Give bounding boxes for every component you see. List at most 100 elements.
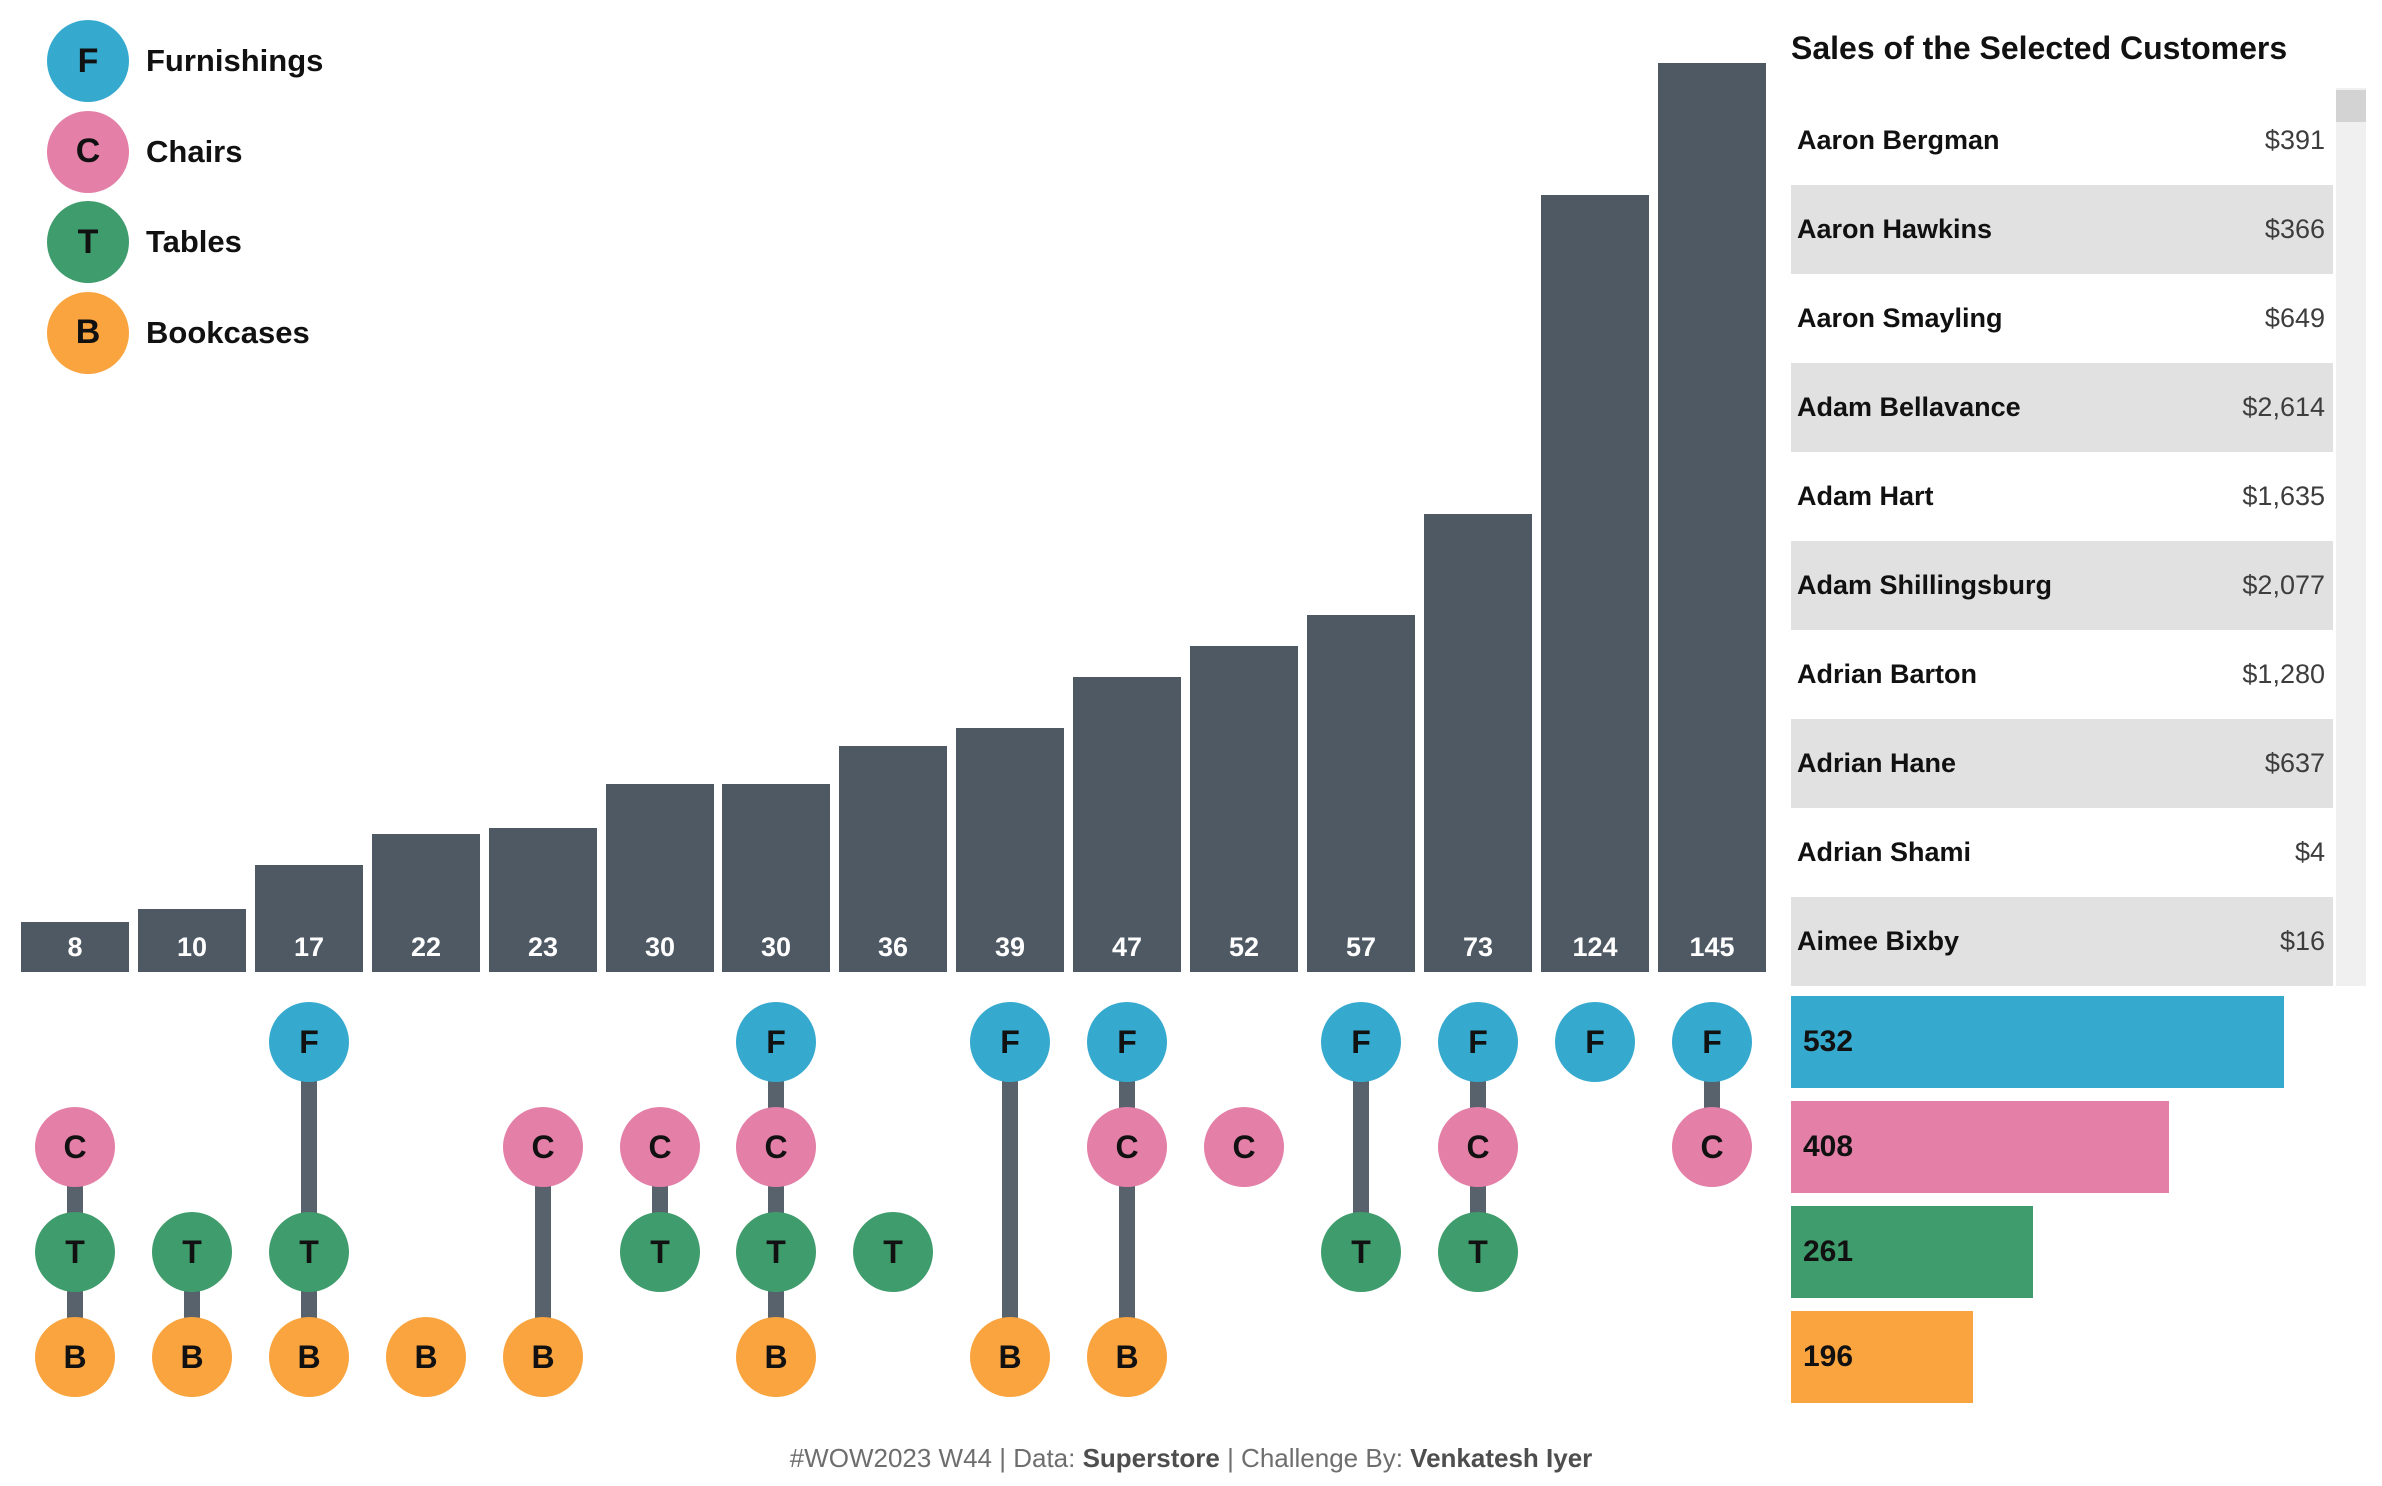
membership-dot-C[interactable]: C	[35, 1107, 115, 1187]
set-size-bar-T[interactable]: 261	[1791, 1206, 2033, 1298]
intersection-bar[interactable]: 23	[489, 828, 597, 972]
membership-dot-T[interactable]: T	[1438, 1212, 1518, 1292]
intersection-bar[interactable]: 124	[1541, 195, 1649, 972]
intersection-bar-value: 30	[644, 932, 676, 962]
set-size-bar-F[interactable]: 532	[1791, 996, 2284, 1088]
set-size-value: 408	[1803, 1130, 1854, 1163]
intersection-bar-value: 17	[293, 932, 325, 962]
customer-row[interactable]: Adrian Hane $637	[1791, 719, 2333, 808]
customer-name: Adam Shillingsburg	[1797, 570, 2053, 600]
intersection-bar[interactable]: 52	[1190, 646, 1298, 972]
membership-dot-F[interactable]: F	[736, 1002, 816, 1082]
intersection-bar-value: 22	[410, 932, 442, 962]
membership-dot-F[interactable]: F	[1087, 1002, 1167, 1082]
customer-sales-value: $1,280	[2242, 659, 2325, 689]
membership-dot-B[interactable]: B	[1087, 1317, 1167, 1397]
membership-dot-C[interactable]: C	[1438, 1107, 1518, 1187]
intersection-bar-value: 57	[1345, 932, 1377, 962]
intersection-bar[interactable]: 30	[722, 784, 830, 972]
customer-sales-value: $637	[2264, 748, 2325, 778]
intersection-bar-value: 73	[1462, 932, 1494, 962]
membership-connector	[1002, 1042, 1018, 1357]
membership-dot-B[interactable]: B	[503, 1317, 583, 1397]
membership-dot-T[interactable]: T	[853, 1212, 933, 1292]
customer-row[interactable]: Adam Hart $1,635	[1791, 452, 2333, 541]
customer-row[interactable]: Adam Shillingsburg $2,077	[1791, 541, 2333, 630]
membership-dot-T[interactable]: T	[152, 1212, 232, 1292]
intersection-bar[interactable]: 10	[138, 909, 246, 972]
membership-connector	[768, 1042, 784, 1357]
customer-sales-value: $1,635	[2242, 481, 2325, 511]
customer-name: Aimee Bixby	[1797, 926, 1960, 956]
intersection-bar[interactable]: 8	[21, 922, 129, 972]
membership-dot-B[interactable]: B	[386, 1317, 466, 1397]
customer-row[interactable]: Adrian Shami $4	[1791, 808, 2333, 897]
legend-item-bookcases[interactable]: B Bookcases	[47, 291, 387, 374]
customer-row[interactable]: Aaron Smayling $649	[1791, 274, 2333, 363]
set-size-bar-B[interactable]: 196	[1791, 1311, 1973, 1403]
membership-dot-B[interactable]: B	[970, 1317, 1050, 1397]
intersection-bar[interactable]: 145	[1658, 63, 1766, 972]
legend-item-furnishings[interactable]: F Furnishings	[47, 20, 387, 102]
membership-dot-T[interactable]: T	[35, 1212, 115, 1292]
intersection-bar-value: 30	[760, 932, 792, 962]
legend-label: Chairs	[146, 133, 243, 169]
membership-dot-F[interactable]: F	[1438, 1002, 1518, 1082]
intersection-bar-value: 145	[1689, 932, 1735, 962]
legend-item-chairs[interactable]: C Chairs	[47, 110, 387, 193]
customer-sales-value: $649	[2264, 303, 2325, 333]
membership-dot-B[interactable]: B	[736, 1317, 816, 1397]
membership-dot-F[interactable]: F	[1321, 1002, 1401, 1082]
intersection-bar[interactable]: 30	[606, 784, 714, 972]
scrollbar-thumb[interactable]	[2336, 90, 2366, 122]
intersection-bar-value: 124	[1572, 932, 1618, 962]
membership-dot-F[interactable]: F	[970, 1002, 1050, 1082]
intersection-bar[interactable]: 36	[839, 746, 947, 972]
membership-dot-F[interactable]: F	[269, 1002, 349, 1082]
membership-dot-B[interactable]: B	[269, 1317, 349, 1397]
membership-dot-B[interactable]: B	[152, 1317, 232, 1397]
intersection-bar[interactable]: 22	[372, 834, 480, 972]
membership-dot-B[interactable]: B	[35, 1317, 115, 1397]
intersection-bar[interactable]: 39	[956, 728, 1064, 972]
customer-panel-title: Sales of the Selected Customers	[1791, 30, 2288, 66]
intersection-bar[interactable]: 57	[1307, 615, 1415, 972]
membership-dot-T[interactable]: T	[736, 1212, 816, 1292]
legend-item-tables[interactable]: T Tables	[47, 201, 387, 283]
customer-row[interactable]: Adrian Barton $1,280	[1791, 630, 2333, 719]
membership-dot-T[interactable]: T	[1321, 1212, 1401, 1292]
customer-name: Adrian Barton	[1797, 659, 1978, 689]
customer-sales-value: $366	[2264, 214, 2325, 244]
membership-dot-C[interactable]: C	[1672, 1107, 1752, 1187]
intersection-bar[interactable]: 47	[1073, 677, 1181, 972]
intersection-bar-value: 39	[994, 932, 1026, 962]
membership-dot-T[interactable]: T	[620, 1212, 700, 1292]
legend-label: Tables	[146, 224, 242, 259]
customer-name: Adrian Shami	[1797, 837, 1972, 867]
membership-dot-F[interactable]: F	[1672, 1002, 1752, 1082]
scrollbar-track[interactable]	[2336, 88, 2366, 986]
legend-label: Bookcases	[146, 314, 310, 350]
customer-sales-value: $2,614	[2242, 392, 2325, 422]
membership-dot-C[interactable]: C	[620, 1107, 700, 1187]
customer-row[interactable]: Aaron Hawkins $366	[1791, 185, 2333, 274]
intersection-bar-value: 52	[1228, 932, 1260, 962]
set-size-bar-C[interactable]: 408	[1791, 1101, 2169, 1193]
customer-name: Adam Hart	[1797, 481, 1934, 511]
membership-dot-T[interactable]: T	[269, 1212, 349, 1292]
intersection-bar[interactable]: 17	[255, 865, 363, 972]
membership-connector	[535, 1147, 551, 1357]
membership-dot-C[interactable]: C	[736, 1107, 816, 1187]
membership-dot-C[interactable]: C	[503, 1107, 583, 1187]
footer-author: Venkatesh Iyer	[1410, 1443, 1593, 1473]
membership-dot-C[interactable]: C	[1087, 1107, 1167, 1187]
membership-dot-C[interactable]: C	[1204, 1107, 1284, 1187]
customer-row[interactable]: Aaron Bergman $391	[1791, 96, 2333, 185]
customer-row[interactable]: Aimee Bixby $16	[1791, 897, 2333, 986]
membership-dot-F[interactable]: F	[1555, 1002, 1635, 1082]
intersection-bar-value: 10	[176, 932, 208, 962]
customer-row[interactable]: Adam Bellavance $2,614	[1791, 363, 2333, 452]
customer-name: Aaron Hawkins	[1797, 214, 1993, 244]
set-size-value: 196	[1803, 1340, 1854, 1373]
intersection-bar[interactable]: 73	[1424, 514, 1532, 972]
